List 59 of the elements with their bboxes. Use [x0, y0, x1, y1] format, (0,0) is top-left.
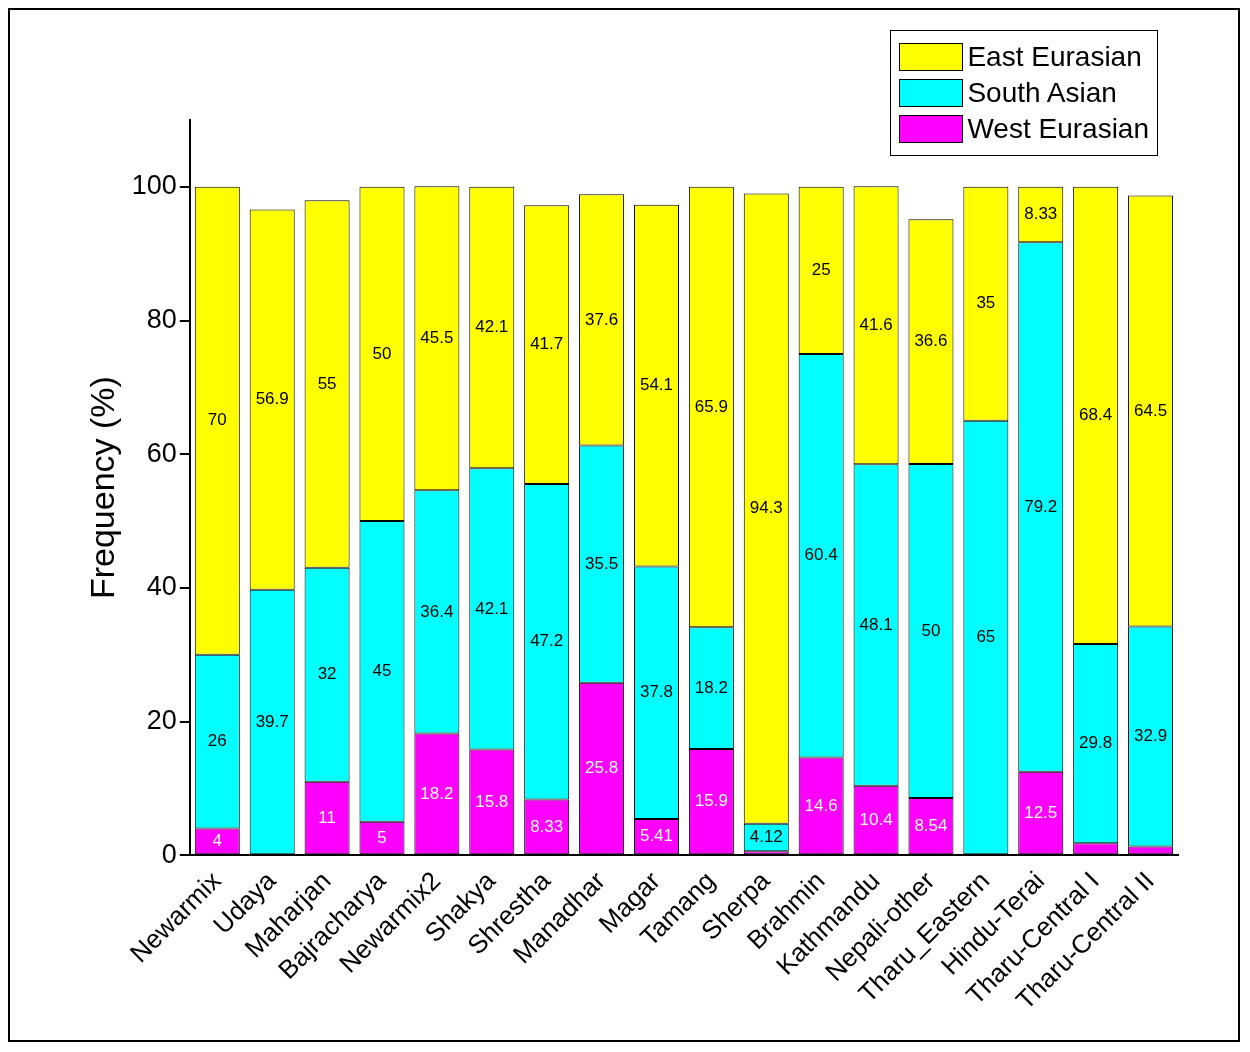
data-label: 12.5: [1024, 802, 1058, 822]
y-tick-label: 80: [146, 303, 177, 334]
legend-label: South Asian: [967, 77, 1117, 109]
data-label: 36.4: [420, 601, 454, 621]
data-label: 41.7: [530, 334, 564, 354]
data-label: 18.2: [420, 783, 454, 803]
y-tick-label: 0: [161, 838, 177, 869]
data-label: 79.2: [1024, 496, 1058, 516]
data-label: 35.5: [585, 553, 619, 573]
data-label: 8.54: [914, 815, 948, 835]
data-label: 48.1: [859, 614, 893, 634]
data-label: 41.6: [859, 314, 893, 334]
data-label: 94.3: [749, 498, 783, 518]
data-label: 47.2: [530, 631, 564, 651]
data-label: 10.4: [859, 809, 893, 829]
data-label: 60.4: [804, 545, 838, 565]
data-label: 15.9: [694, 791, 728, 811]
data-label: 64.5: [1134, 400, 1168, 420]
data-label: 35: [976, 293, 996, 313]
data-label: 65.9: [694, 396, 728, 416]
data-label: 45.5: [420, 327, 454, 347]
data-label: 29.8: [1079, 733, 1113, 753]
data-label: 68.4: [1079, 405, 1113, 425]
legend-label: East Eurasian: [967, 41, 1142, 73]
data-label: 15.8: [475, 791, 509, 811]
data-label: 55: [317, 373, 337, 393]
data-label: 8.33: [530, 816, 564, 836]
data-label: 14.6: [804, 795, 838, 815]
y-tick-label: 40: [146, 571, 177, 602]
data-label: 50: [921, 620, 941, 640]
y-axis-title: Frequency (%): [82, 376, 121, 600]
data-label: 25: [811, 260, 831, 280]
data-label: 42.1: [475, 598, 509, 618]
data-label: 26: [207, 731, 227, 751]
data-label: 39.7: [255, 711, 289, 731]
data-label: 5: [377, 827, 387, 847]
data-label: 8.33: [1024, 204, 1058, 224]
y-tick-label: 100: [131, 170, 177, 201]
data-label: 65: [976, 627, 996, 647]
data-label: 70: [207, 410, 227, 430]
data-label: 36.6: [914, 331, 948, 351]
data-label: 42.1: [475, 317, 509, 337]
y-tick-label: 20: [146, 704, 177, 735]
data-label: 37.6: [585, 309, 619, 329]
y-tick-label: 60: [146, 437, 177, 468]
data-label: 4: [212, 831, 223, 851]
data-label: 45: [372, 661, 392, 681]
data-label: 25.8: [585, 758, 619, 778]
data-label: 56.9: [255, 389, 289, 409]
legend-label: West Eurasian: [967, 113, 1149, 145]
data-label: 50: [372, 343, 392, 363]
data-label: 37.8: [639, 682, 674, 702]
data-label: 32.9: [1134, 726, 1168, 746]
data-label: 11: [318, 807, 336, 827]
data-label: 32: [317, 664, 337, 684]
data-label: 5.41: [639, 826, 674, 846]
data-label: 4.12: [749, 827, 783, 847]
data-label: 18.2: [694, 677, 728, 697]
data-label: 54.1: [639, 375, 674, 395]
